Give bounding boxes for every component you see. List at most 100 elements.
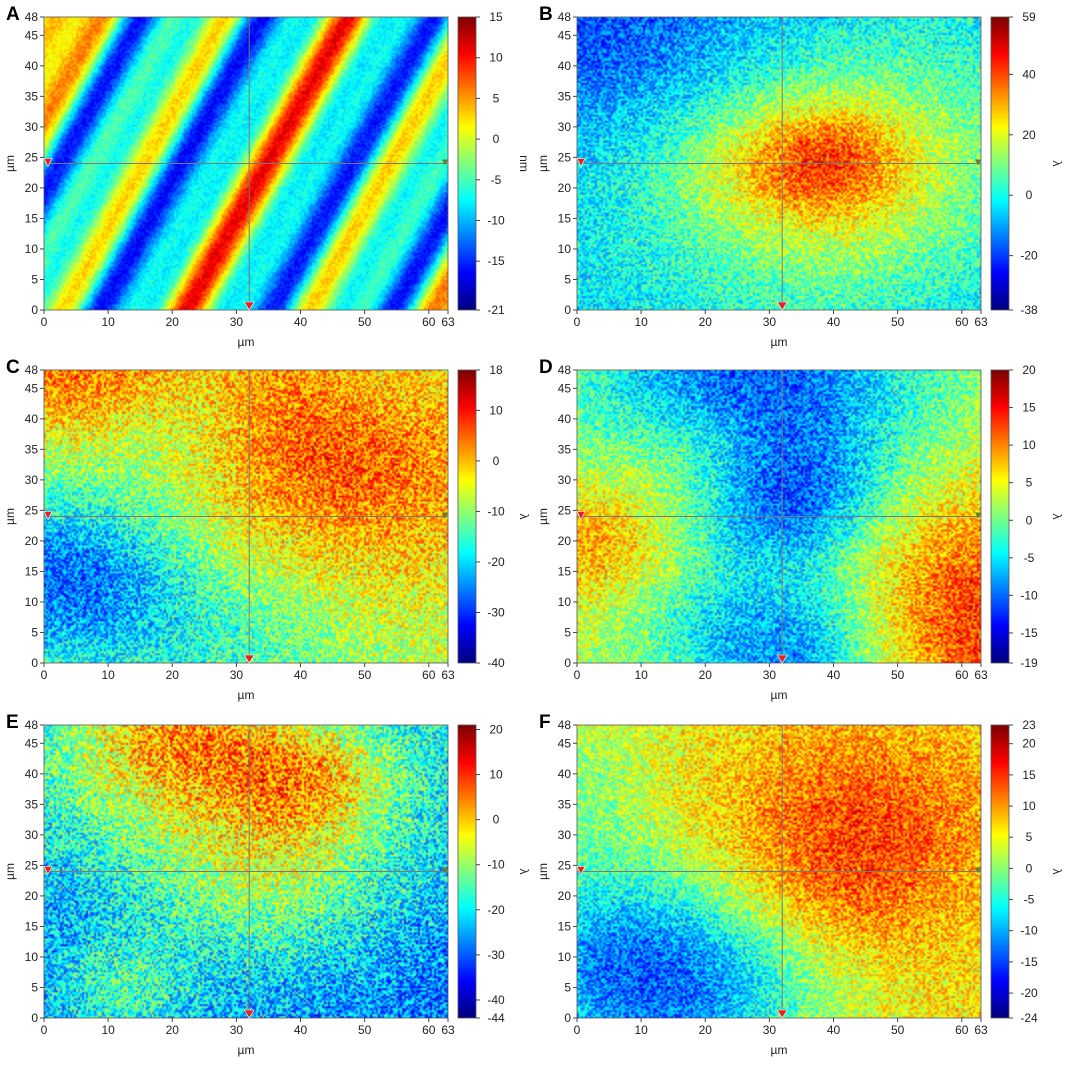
colorbar-tick-label: 5 xyxy=(1026,830,1033,844)
y-tick-label: 45 xyxy=(25,381,39,395)
x-tick-label: 0 xyxy=(574,668,581,682)
cursor-y-marker xyxy=(576,511,586,521)
y-tick-label: 0 xyxy=(31,656,38,670)
y-tick-label: 35 xyxy=(558,797,572,811)
cursor-right-marker xyxy=(975,512,981,519)
y-axis-label: µm xyxy=(3,863,17,880)
panel-letter: F xyxy=(539,712,551,733)
colorbar-tick-label: -21 xyxy=(487,303,505,317)
colorbar-tick-label: -5 xyxy=(1024,551,1035,565)
colorbar-frame xyxy=(990,16,1010,311)
panel-d: D 0 10 20 30 40 50 60 63 0 5 10 15 20 25 30 35 40 45 48 µm µm… xyxy=(533,353,1065,710)
x-tick-label: 40 xyxy=(294,315,308,329)
cursor-x-marker xyxy=(243,654,255,664)
y-tick-label: 35 xyxy=(25,797,39,811)
colorbar-tick-label: 0 xyxy=(493,454,500,468)
colorbar xyxy=(991,370,1009,663)
colorbar-tick-label: -20 xyxy=(1020,249,1038,263)
colorbar-tick-label: -24 xyxy=(1020,1011,1038,1025)
y-tick-label: 15 xyxy=(558,211,572,225)
colorbar xyxy=(458,725,476,1018)
x-tick-label: 20 xyxy=(699,668,713,682)
colorbar-tick-label: 10 xyxy=(489,403,503,417)
y-tick-label: 48 xyxy=(558,10,572,24)
cursor-x-marker xyxy=(776,1009,788,1019)
y-tick-label: 48 xyxy=(25,10,39,24)
y-tick-label: 30 xyxy=(25,120,39,134)
x-tick-label: 30 xyxy=(230,1023,244,1037)
y-tick-label: 15 xyxy=(25,919,39,933)
cursor-y-marker xyxy=(576,866,586,876)
colorbar-frame xyxy=(457,16,477,311)
x-tick-label: 50 xyxy=(891,668,905,682)
x-axis-label: µm xyxy=(238,335,255,349)
y-tick-label: 30 xyxy=(558,120,572,134)
y-tick-label: 25 xyxy=(25,503,39,517)
y-tick-label: 35 xyxy=(25,89,39,103)
colorbar-tick-label: 0 xyxy=(1026,513,1033,527)
colorbar-tick-label: 0 xyxy=(493,132,500,146)
colorbar-tick-label: -20 xyxy=(487,903,505,917)
panel-letter: A xyxy=(6,4,20,25)
x-tick-label: 60 xyxy=(422,1023,436,1037)
colorbar-tick-label: -15 xyxy=(1020,626,1038,640)
colorbar-tick-label: -40 xyxy=(487,993,505,1007)
cursor-right-marker xyxy=(442,512,448,519)
colorbar-tick-label: 20 xyxy=(1022,363,1036,377)
x-tick-label: 63 xyxy=(441,315,455,329)
y-tick-label: 45 xyxy=(558,736,572,750)
colorbar-tick-label: 40 xyxy=(1022,67,1036,81)
colorbar-tick-label: 10 xyxy=(1022,438,1036,452)
colorbar xyxy=(991,725,1009,1018)
x-tick-label: 63 xyxy=(441,668,455,682)
x-axis-label: µm xyxy=(238,688,255,702)
colorbar-tick-label: -15 xyxy=(487,254,505,268)
cursor-right-marker xyxy=(442,867,448,874)
cursor-y-marker xyxy=(576,158,586,168)
colorbar-tick-label: 20 xyxy=(1022,737,1036,751)
colorbar-tick-label: -30 xyxy=(487,948,505,962)
colorbar-tick-label: 18 xyxy=(489,363,503,377)
x-tick-label: 0 xyxy=(574,1023,581,1037)
y-tick-label: 5 xyxy=(564,272,571,286)
cursor-right-marker xyxy=(442,159,448,166)
colorbar-frame xyxy=(990,724,1010,1019)
y-axis-label: µm xyxy=(536,863,550,880)
y-axis-label: µm xyxy=(3,155,17,172)
y-tick-label: 20 xyxy=(25,889,39,903)
x-tick-label: 10 xyxy=(101,1023,115,1037)
panel-axes: E 0 10 20 30 40 50 60 63 0 5 10 15 20 25 30 35 40 45 48 µm µm… xyxy=(3,712,531,1057)
colorbar-title: λ xyxy=(1050,869,1064,875)
x-tick-label: 63 xyxy=(974,315,988,329)
y-tick-label: 40 xyxy=(558,767,572,781)
cursor-x-marker xyxy=(776,654,788,664)
y-tick-label: 20 xyxy=(25,534,39,548)
x-tick-label: 50 xyxy=(358,315,372,329)
panel-axes: A0 10 20 30 40 50 60 6305101520253035404548µmµm… xyxy=(3,4,531,349)
colorbar-tick-label: -30 xyxy=(487,605,505,619)
y-tick-label: 45 xyxy=(25,736,39,750)
y-axis-label: µm xyxy=(536,508,550,525)
colorbar-tick-label: 10 xyxy=(1022,799,1036,813)
x-tick-label: 63 xyxy=(441,1023,455,1037)
panel-letter: D xyxy=(539,357,553,378)
x-tick-label: 30 xyxy=(763,315,777,329)
colorbar-tick-label: 5 xyxy=(493,91,500,105)
x-tick-label: 50 xyxy=(891,1023,905,1037)
colorbar-tick-label: 15 xyxy=(489,10,503,24)
colorbar-title: λ xyxy=(517,869,531,875)
cursor-y-marker xyxy=(43,158,53,168)
y-tick-label: 48 xyxy=(558,718,572,732)
x-tick-label: 40 xyxy=(827,1023,841,1037)
x-tick-label: 10 xyxy=(634,668,648,682)
x-tick-label: 0 xyxy=(41,1023,48,1037)
x-tick-label: 40 xyxy=(294,1023,308,1037)
y-axis-label: µm xyxy=(3,508,17,525)
colorbar xyxy=(458,370,476,663)
y-tick-label: 0 xyxy=(564,656,571,670)
colorbar-tick-label: -20 xyxy=(1020,986,1038,1000)
colorbar-tick-label: 23 xyxy=(1022,718,1036,732)
x-tick-label: 0 xyxy=(41,315,48,329)
x-tick-label: 60 xyxy=(955,1023,969,1037)
colorbar-frame xyxy=(990,369,1010,664)
